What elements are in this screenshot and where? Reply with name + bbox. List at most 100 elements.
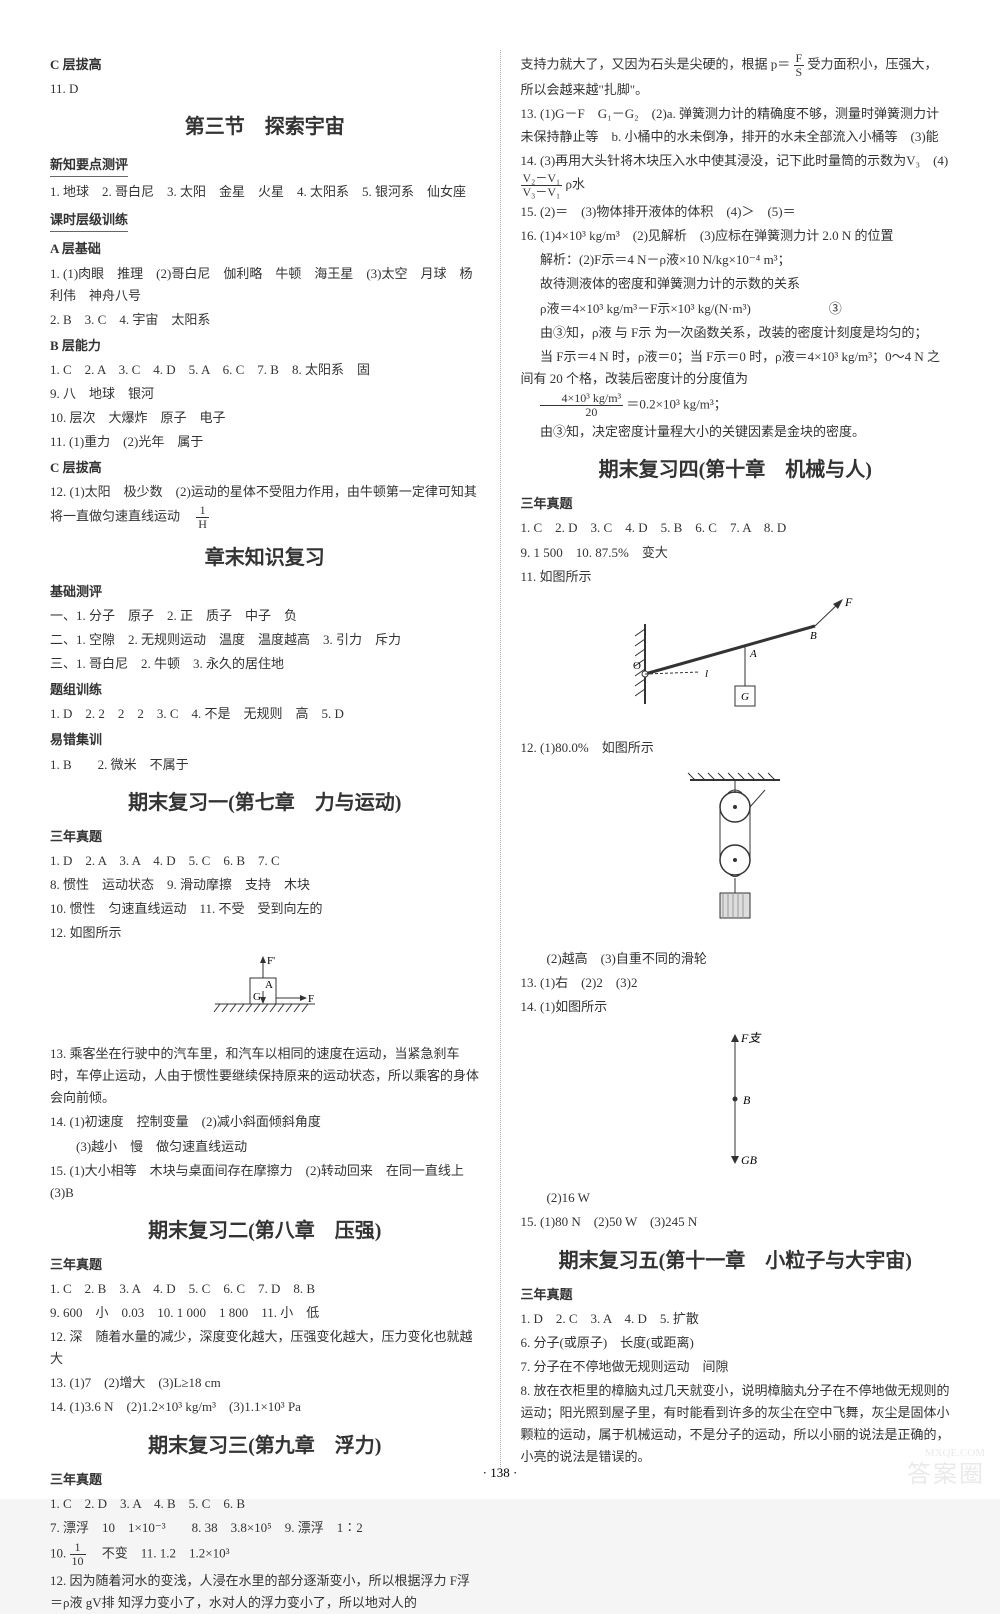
fig1-Fprime: F' [267, 955, 275, 967]
fig1-F: F [308, 993, 314, 1005]
review3-title: 期末复习三(第九章 浮力) [50, 1429, 480, 1463]
r5-hdr: 三年真题 [521, 1284, 951, 1306]
right-column: 支持力就大了，又因为石头是尖硬的，根据 p＝ F S 受力面积小，压强大，所以会… [521, 50, 951, 1469]
fig2-G: G [741, 691, 749, 703]
yicuo1: 1. B 2. 微米 不属于 [50, 754, 480, 776]
c12-frac: 1 H [196, 504, 209, 531]
left-column: C 层拔高 11. D 第三节 探索宇宙 新知要点测评 1. 地球 2. 哥白尼… [50, 50, 480, 1469]
b1: 1. C 2. A 3. C 4. D 5. A 6. C 7. B 8. 太阳… [50, 359, 480, 381]
r5-1: 1. D 2. C 3. A 4. D 5. 扩散 [521, 1308, 951, 1330]
r3-7: 7. 漂浮 10 1×10⁻³ 8. 38 3.8×10⁵ 9. 漂浮 1∶2 [50, 1517, 480, 1539]
r3-16-l3: ρ液＝4×10³ kg/m³－F示×10³ kg/(N·m³) ③ [521, 298, 951, 320]
fig2-B: B [810, 630, 817, 642]
jichu3: 三、1. 哥白尼 2. 牛顿 3. 永久的居住地 [50, 653, 480, 675]
r3-15: 15. (2)＝ (3)物体排开液体的体积 (4)＞ (5)＝ [521, 201, 951, 223]
yicuo-hdr: 易错集训 [50, 729, 480, 751]
fig2-O: O [633, 660, 641, 672]
r2-12: 12. 深 随着水量的减少，深度变化越大，压强变化越大，压力变化也就越大 [50, 1326, 480, 1370]
r3-16: 16. (1)4×10³ kg/m³ (2)见解析 (3)应标在弹簧测力计 2.… [521, 225, 951, 247]
r3-10-frac: 1 10 [70, 1541, 86, 1568]
fig4-B: B [743, 1093, 751, 1107]
r4-14b: (2)16 W [521, 1187, 951, 1209]
r3-16-l4: 由③知，ρ液 与 F示 为一次函数关系，改装的密度计刻度是均匀的； [521, 322, 951, 344]
r4-1: 1. C 2. D 3. C 4. D 5. B 6. C 7. A 8. D [521, 517, 951, 539]
r3-16-l7: 由③知，决定密度计量程大小的关键因素是金块的密度。 [521, 421, 951, 443]
r2-1: 1. C 2. B 3. A 4. D 5. C 6. C 7. D 8. B [50, 1278, 480, 1300]
a2: 2. B 3. C 4. 宇宙 太阳系 [50, 309, 480, 331]
fig2-l: l [705, 668, 708, 680]
fig2-A: A [749, 648, 757, 660]
fig2-F: F [844, 595, 853, 609]
jichu1: 一、1. 分子 原子 2. 正 质子 中子 负 [50, 605, 480, 627]
r2-hdr: 三年真题 [50, 1254, 480, 1276]
zhangmo-title: 章末知识复习 [50, 541, 480, 575]
r3-13: 13. (1)G－F G₁－G₂ (2)a. 弹簧测力计的精确度不够，测量时弹簧… [521, 103, 951, 147]
fig1-G: G [253, 991, 261, 1003]
r4-11: 11. 如图所示 [521, 566, 951, 588]
r3-16-bigfrac: 4×10³ kg/m³ 20 [540, 392, 623, 419]
r3-16-jie: 解析：(2)F示＝4 N－ρ液×10 N/kg×10⁻⁴ m³； [521, 249, 951, 271]
column-divider [500, 50, 501, 1469]
figure-1: F' A G F [50, 950, 480, 1037]
review5-title: 期末复习五(第十一章 小粒子与大宇宙) [521, 1244, 951, 1278]
r1-12: 12. 如图所示 [50, 922, 480, 944]
jichu-hdr: 基础测评 [50, 581, 480, 603]
r1-13: 13. 乘客坐在行驶中的汽车里，和汽车以相同的速度在运动，当紧急刹车时，车停止运… [50, 1043, 480, 1109]
r5-7: 7. 分子在不停地做无规则运动 间隙 [521, 1356, 951, 1378]
r5-6: 6. 分子(或原子) 长度(或距离) [521, 1332, 951, 1354]
b10: 10. 层次 大爆炸 原子 电子 [50, 407, 480, 429]
r3-16-l5: 当 F示＝4 N 时，ρ液＝0；当 F示＝0 时，ρ液＝4×10³ kg/m³；… [521, 346, 951, 390]
r1-1: 1. D 2. A 3. A 4. D 5. C 6. B 7. C [50, 850, 480, 872]
fig4-GB: GB [741, 1153, 758, 1167]
r4-12: 12. (1)80.0% 如图所示 [521, 737, 951, 759]
r5-8: 8. 放在衣柜里的樟脑丸过几天就变小，说明樟脑丸分子在不停地做无规则的运动；阳光… [521, 1380, 951, 1468]
r3-14-frac: V₂－V₁ V₃－V₁ [521, 172, 563, 199]
cont1: 支持力就大了，又因为石头是尖硬的，根据 p＝ F S 受力面积小，压强大，所以会… [521, 52, 951, 101]
b11: 11. (1)重力 (2)光年 属于 [50, 431, 480, 453]
r3-16-l2: 故待测液体的密度和弹簧测力计的示数的关系 [521, 273, 951, 295]
tizu-hdr: 题组训练 [50, 679, 480, 701]
r1-14b: (3)越小 慢 做匀速直线运动 [50, 1136, 480, 1158]
c12-text: 12. (1)太阳 极少数 (2)运动的星体不受阻力作用，由牛顿第一定律可知其将… [50, 484, 477, 523]
r4-12b: (2)越高 (3)自重不同的滑轮 [521, 948, 951, 970]
tizu1: 1. D 2. 2 2 2 3. C 4. 不是 无规则 高 5. D [50, 703, 480, 725]
page: C 层拔高 11. D 第三节 探索宇宙 新知要点测评 1. 地球 2. 哥白尼… [0, 0, 1000, 1499]
r2-13: 13. (1)7 (2)增大 (3)L≥18 cm [50, 1372, 480, 1394]
r1-10: 10. 惯性 匀速直线运动 11. 不受 受到向左的 [50, 898, 480, 920]
a1: 1. (1)肉眼 推理 (2)哥白尼 伽利略 牛顿 海王星 (3)太空 月球 杨… [50, 263, 480, 307]
r4-13: 13. (1)右 (2)2 (3)2 [521, 972, 951, 994]
r2-9: 9. 600 小 0.03 10. 1 000 1 800 11. 小 低 [50, 1302, 480, 1324]
cont1-frac: F S [794, 52, 805, 79]
r3-1: 1. C 2. D 3. A 4. B 5. C 6. B [50, 1493, 480, 1515]
b9: 9. 八 地球 银河 [50, 383, 480, 405]
review1-title: 期末复习一(第七章 力与运动) [50, 786, 480, 820]
c12: 12. (1)太阳 极少数 (2)运动的星体不受阻力作用，由牛顿第一定律可知其将… [50, 481, 480, 530]
review2-title: 期末复习二(第八章 压强) [50, 1214, 480, 1248]
r1-15: 15. (1)大小相等 木块与桌面间存在摩擦力 (2)转动回来 在同一直线上 (… [50, 1160, 480, 1204]
r1-hdr: 三年真题 [50, 826, 480, 848]
sec3-title: 第三节 探索宇宙 [50, 110, 480, 144]
r1-14: 14. (1)初速度 控制变量 (2)减小斜面倾斜角度 [50, 1111, 480, 1133]
xinzhi-hdr: 新知要点测评 [50, 154, 128, 177]
r4-9: 9. 1 500 10. 87.5% 变大 [521, 542, 951, 564]
r3-16-frac-line: 4×10³ kg/m³ 20 ＝0.2×10³ kg/m³； [521, 392, 951, 419]
fig4-Fz: F支 [740, 1031, 762, 1045]
r3-hdr: 三年真题 [50, 1469, 480, 1491]
fig1-A: A [265, 979, 273, 991]
c-layer2-hdr: C 层拔高 [50, 457, 480, 479]
keshi-hdr: 课时层级训练 [50, 209, 128, 232]
a-layer-hdr: A 层基础 [50, 238, 480, 260]
r4-15: 15. (1)80 N (2)50 W (3)245 N [521, 1211, 951, 1233]
watermark: 答案圈 [907, 1454, 985, 1489]
r2-14: 14. (1)3.6 N (2)1.2×10³ kg/m³ (3)1.1×10³… [50, 1396, 480, 1418]
r3-10: 10. 1 10 不变 11. 1.2 1.2×10³ [50, 1541, 480, 1568]
page-number: · 138 · [483, 1465, 518, 1481]
figure-3-pulley [521, 765, 951, 942]
b-layer-hdr: B 层能力 [50, 335, 480, 357]
r4-hdr: 三年真题 [521, 493, 951, 515]
q11: 11. D [50, 78, 480, 100]
c-layer-hdr: C 层拔高 [50, 54, 480, 76]
r3-14: 14. (3)再用大头针将木块压入水中使其浸没，记下此时量筒的示数为V₃ (4)… [521, 150, 951, 199]
r4-14: 14. (1)如图所示 [521, 996, 951, 1018]
jichu2: 二、1. 空隙 2. 无规则运动 温度 温度越高 3. 引力 斥力 [50, 629, 480, 651]
